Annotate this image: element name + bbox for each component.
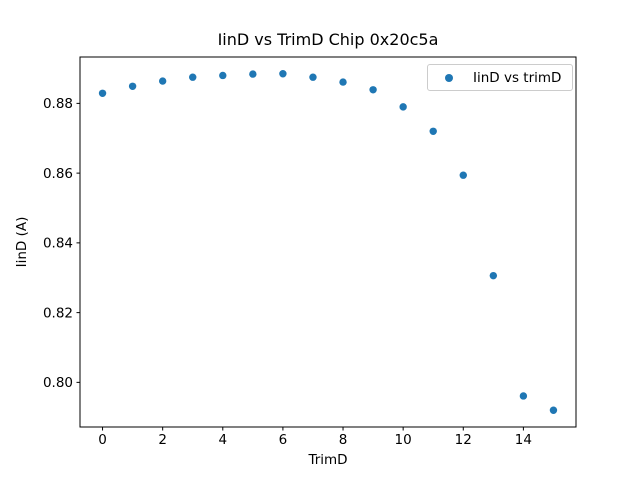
x-axis-label: TrimD — [308, 452, 348, 468]
legend-marker-dot — [445, 73, 453, 82]
data-point — [128, 82, 137, 90]
data-point — [158, 77, 167, 85]
x-tick-label: 12 — [455, 432, 472, 448]
data-point — [459, 171, 467, 179]
y-tick-label: 0.86 — [43, 166, 73, 182]
legend-label: IinD vs trimD — [473, 69, 562, 86]
data-point — [189, 73, 197, 81]
data-point — [519, 392, 528, 400]
data-point — [549, 406, 558, 414]
x-tick-label: 14 — [515, 432, 532, 448]
data-point — [489, 271, 498, 280]
data-point — [279, 70, 287, 78]
data-point — [429, 127, 437, 135]
x-tick-label: 0 — [98, 432, 107, 448]
plot-spines — [79, 56, 577, 428]
data-point — [369, 86, 377, 94]
data-point — [339, 78, 347, 86]
y-tick-label: 0.88 — [43, 96, 73, 112]
y-tick-label: 0.80 — [43, 375, 73, 391]
x-tick-label: 6 — [279, 432, 288, 448]
legend: IinD vs trimD — [427, 64, 573, 91]
data-point — [98, 89, 107, 97]
data-point — [309, 73, 317, 81]
y-axis-label: IinD (A) — [14, 216, 30, 268]
x-tick-label: 10 — [395, 432, 412, 448]
x-tick-label: 2 — [158, 432, 167, 448]
x-tick-label: 4 — [218, 432, 227, 448]
data-point — [399, 103, 407, 111]
y-tick-label: 0.82 — [43, 305, 73, 321]
data-point — [219, 71, 227, 80]
x-tick-label: 8 — [339, 432, 348, 448]
y-tick-label: 0.84 — [43, 236, 73, 252]
data-point — [249, 70, 257, 78]
chart-title: IinD vs TrimD Chip 0x20c5a — [217, 30, 439, 49]
